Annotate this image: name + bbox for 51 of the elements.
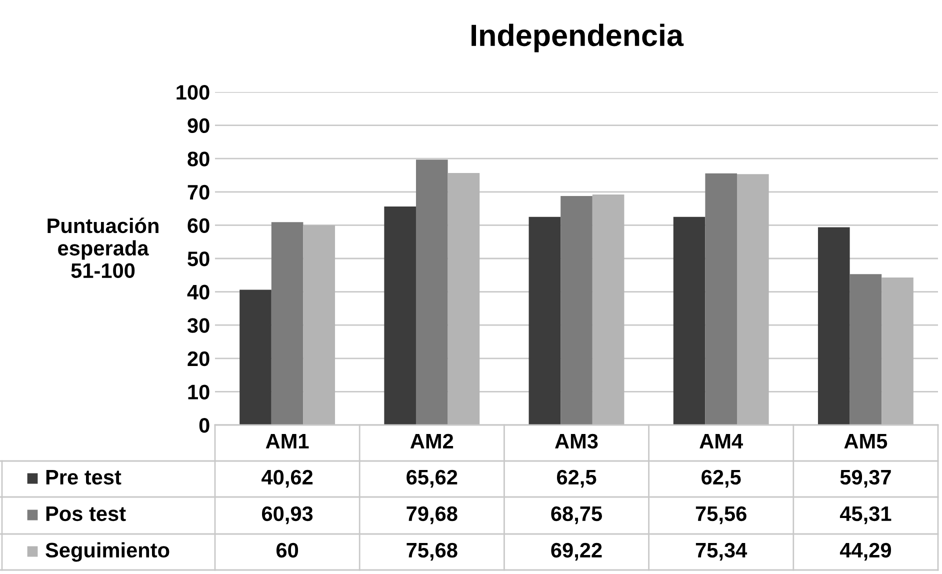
y-tick-label: 20 (188, 351, 210, 366)
bar (416, 160, 448, 425)
data-label: 40,62 (262, 470, 313, 488)
data-label: 45,31 (840, 506, 892, 524)
y-tick-label: 90 (188, 118, 210, 134)
bar (882, 278, 914, 425)
data-label: 62,5 (556, 470, 596, 488)
data-label: 75,56 (696, 506, 746, 524)
y-tick-label: 40 (187, 284, 210, 300)
data-label: 69,22 (551, 542, 602, 561)
chart-title: Independencia (472, 24, 684, 52)
x-tick-label: AM4 (700, 434, 743, 448)
y-tick-label: 70 (188, 184, 210, 200)
data-label: 79,68 (406, 506, 458, 524)
data-label: 60 (276, 542, 298, 558)
data-label: 59,37 (840, 470, 891, 488)
data-label: 65,62 (406, 470, 458, 488)
y-tick-label: 60 (188, 218, 210, 233)
legend-label: Pos test (46, 506, 126, 522)
x-tick-label: AM5 (844, 434, 888, 449)
bar (737, 174, 769, 425)
bar (850, 274, 882, 425)
y-tick-label: 50 (188, 252, 210, 266)
bar (528, 216, 561, 425)
legend-label: Pre test (46, 470, 122, 485)
bar (271, 222, 304, 425)
bar (705, 173, 738, 425)
y-tick-label: 30 (187, 318, 210, 333)
y-tick-label: 80 (188, 152, 210, 166)
bar (818, 227, 850, 425)
data-label: 60,93 (262, 506, 313, 524)
x-tick-label: AM3 (555, 434, 598, 449)
bar (240, 290, 272, 425)
bar (592, 194, 624, 425)
bar (448, 172, 480, 425)
bar (384, 206, 416, 425)
y-axis-title: Puntuación esperada 51-100 (48, 218, 158, 278)
data-label: 75,34 (696, 542, 748, 561)
bar (673, 216, 706, 425)
y-tick-label: 10 (188, 384, 210, 400)
legend-label: Seguimiento (46, 542, 170, 562)
data-label: 62,5 (702, 470, 741, 488)
x-tick-label: AM1 (266, 434, 309, 448)
data-label: 44,29 (840, 542, 891, 561)
bar (303, 225, 336, 425)
data-label: 68,75 (551, 506, 602, 524)
x-tick-label: AM2 (410, 434, 454, 448)
data-label: 75,68 (406, 542, 458, 561)
y-tick-label: 0 (199, 418, 210, 433)
y-tick-label: 100 (176, 85, 210, 100)
bar (560, 196, 592, 425)
